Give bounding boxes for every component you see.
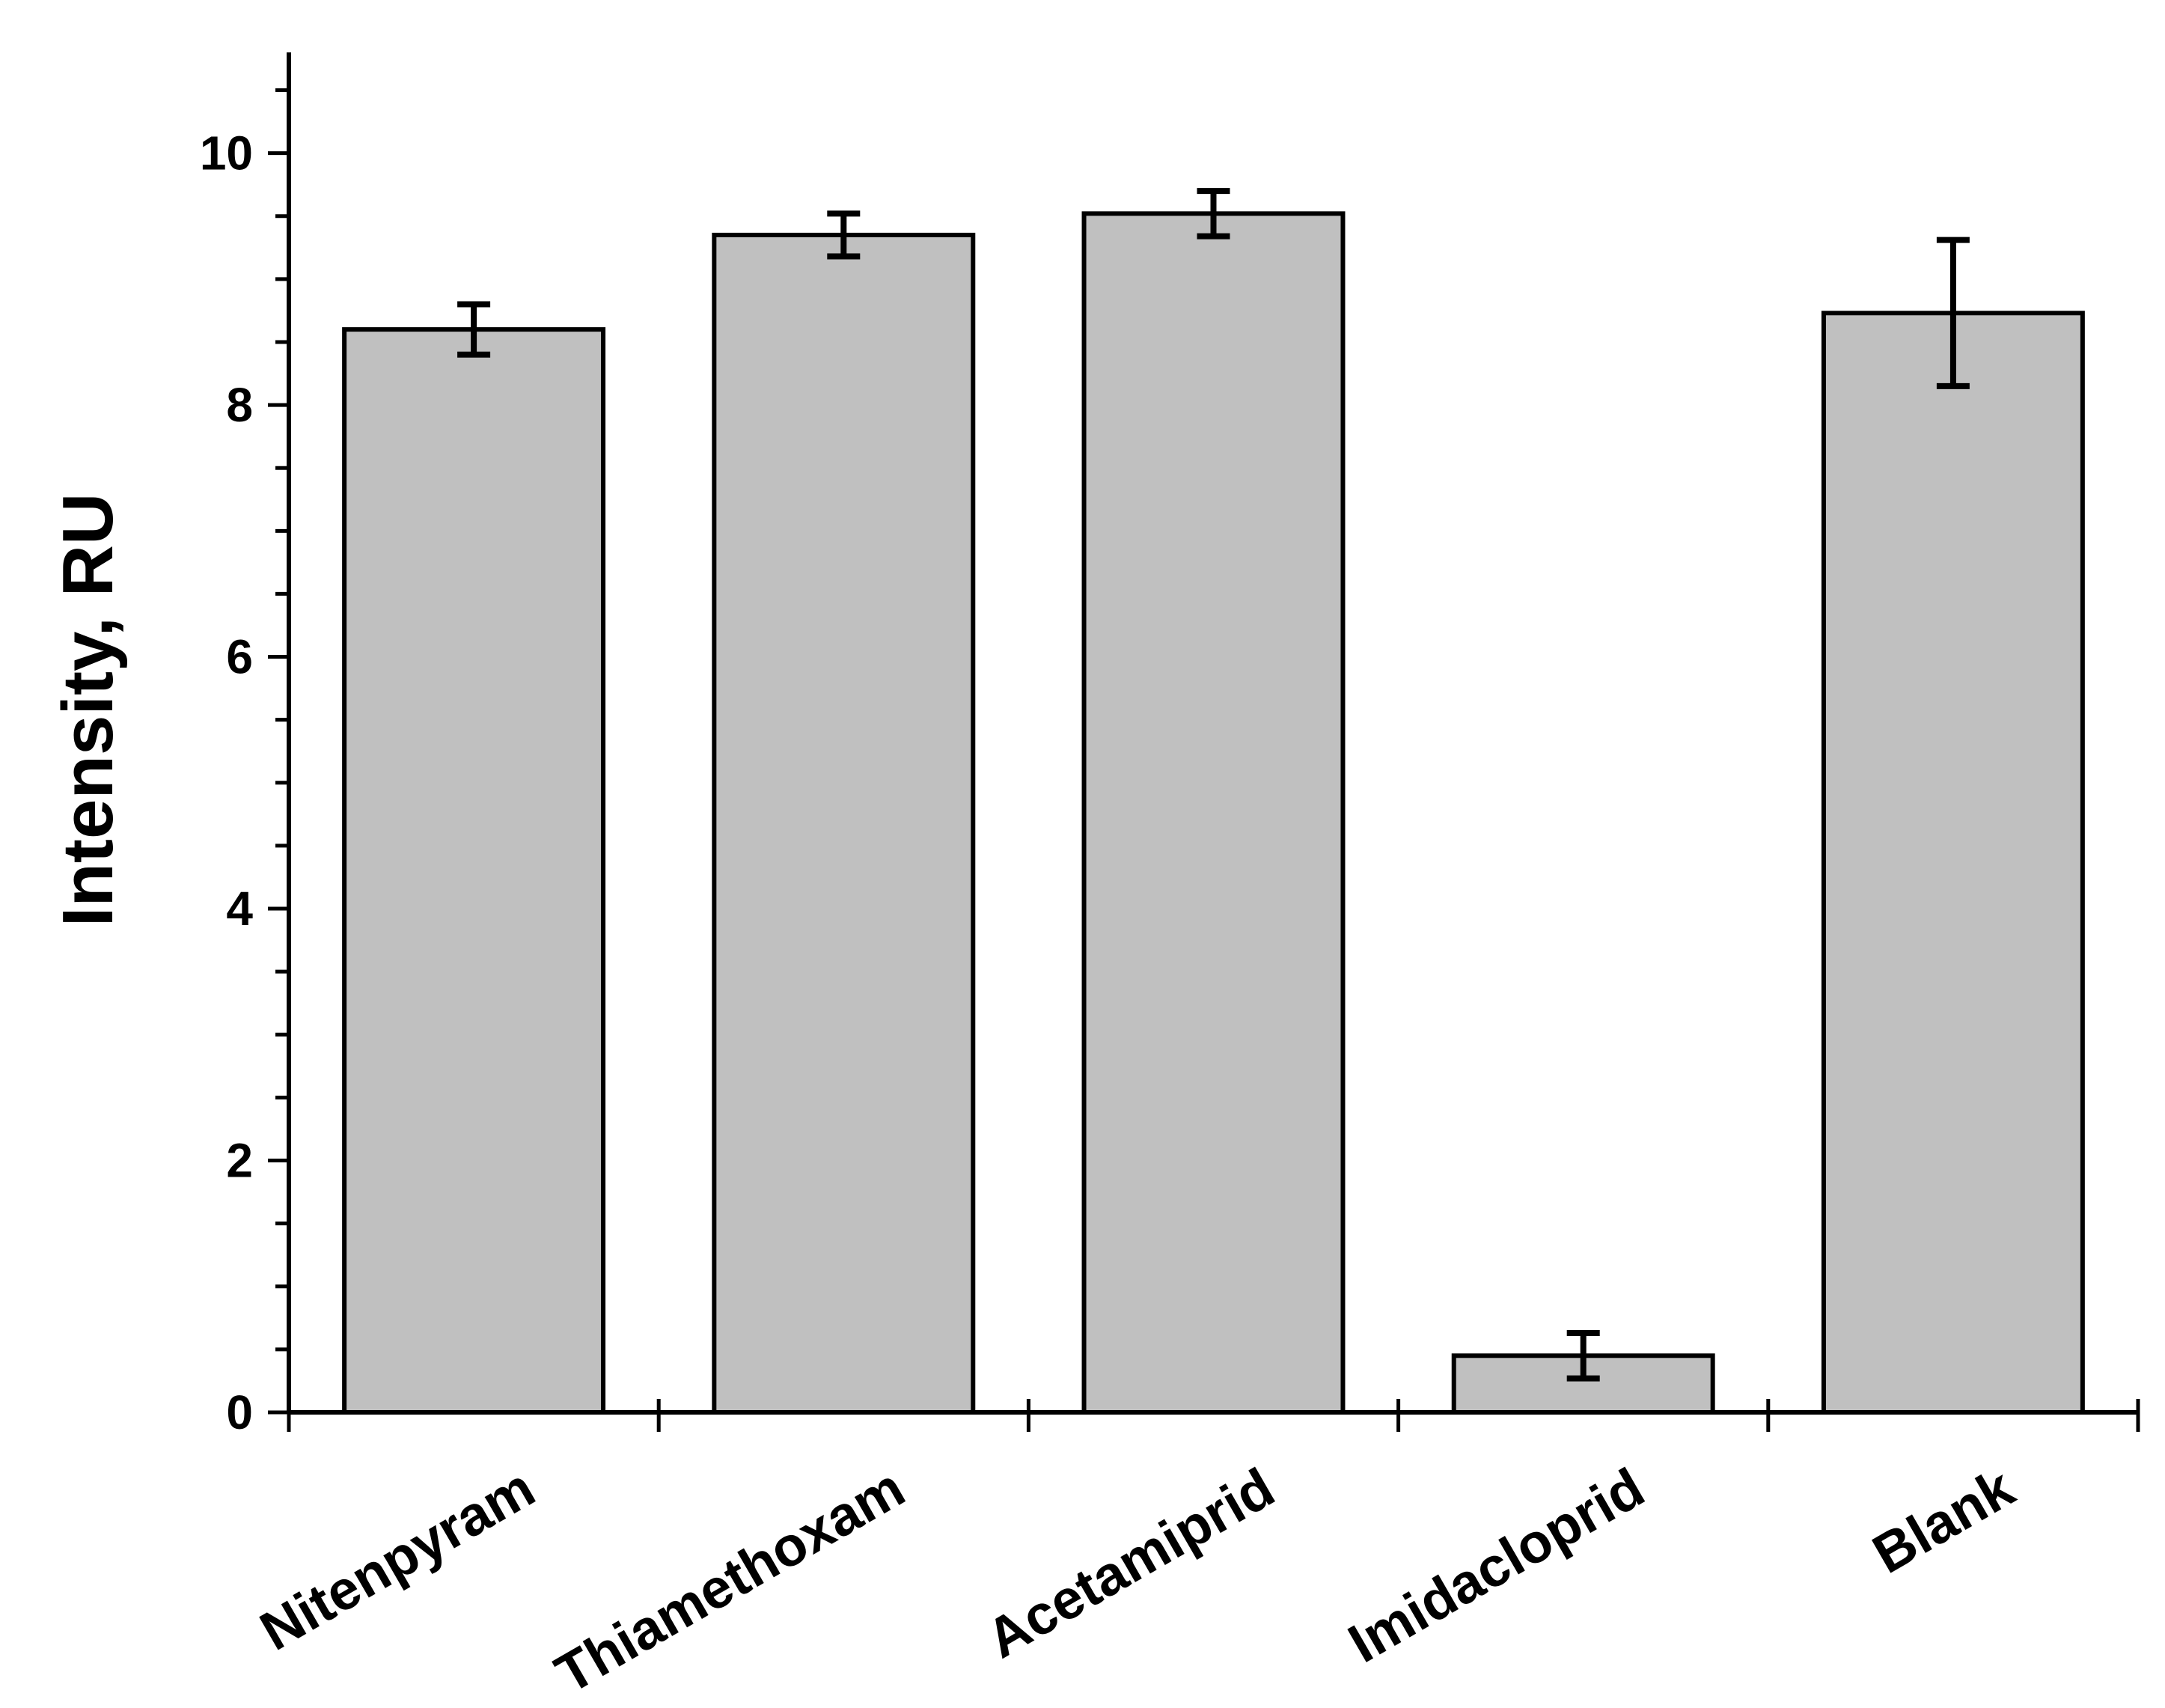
x-tick-label-nitenpyram: Nitenpyram xyxy=(250,1456,545,1662)
y-axis-title: Intensity, RU xyxy=(48,493,128,927)
y-tick-label: 10 xyxy=(200,126,253,180)
y-tick-labels: 0 2 4 6 8 10 xyxy=(200,126,254,1439)
y-tick-label: 8 xyxy=(226,378,253,432)
y-tick-label: 2 xyxy=(226,1134,253,1188)
bar-thiamethoxam xyxy=(712,232,976,1415)
error-bar-imidacloprid xyxy=(1566,1330,1600,1382)
error-bar-blank xyxy=(1936,237,1970,389)
y-ticks xyxy=(268,88,289,1415)
x-tick-label-blank: Blank xyxy=(1863,1456,2025,1585)
bars-layer xyxy=(342,211,2085,1415)
x-tick-label-acetamiprid: Acetamiprid xyxy=(976,1456,1284,1670)
error-bars-layer xyxy=(457,188,1970,1382)
x-ticks xyxy=(287,1399,2140,1432)
bar-blank xyxy=(1821,311,2085,1415)
y-tick-label: 4 xyxy=(226,882,253,936)
error-bar-nitenpyram xyxy=(457,301,491,358)
bar-acetamiprid xyxy=(1081,211,1346,1415)
y-tick-label: 6 xyxy=(226,630,253,684)
error-bar-acetamiprid xyxy=(1197,188,1230,240)
x-tick-labels: Nitenpyram Thiamethoxam Acetamiprid Imidacl… xyxy=(250,1456,2025,1705)
error-bar-thiamethoxam xyxy=(827,210,861,260)
x-tick-label-imidacloprid: Imidacloprid xyxy=(1338,1456,1655,1674)
bar-nitenpyram xyxy=(342,327,606,1415)
y-tick-label: 0 xyxy=(226,1385,253,1439)
x-tick-label-thiamethoxam: Thiamethoxam xyxy=(545,1456,914,1705)
